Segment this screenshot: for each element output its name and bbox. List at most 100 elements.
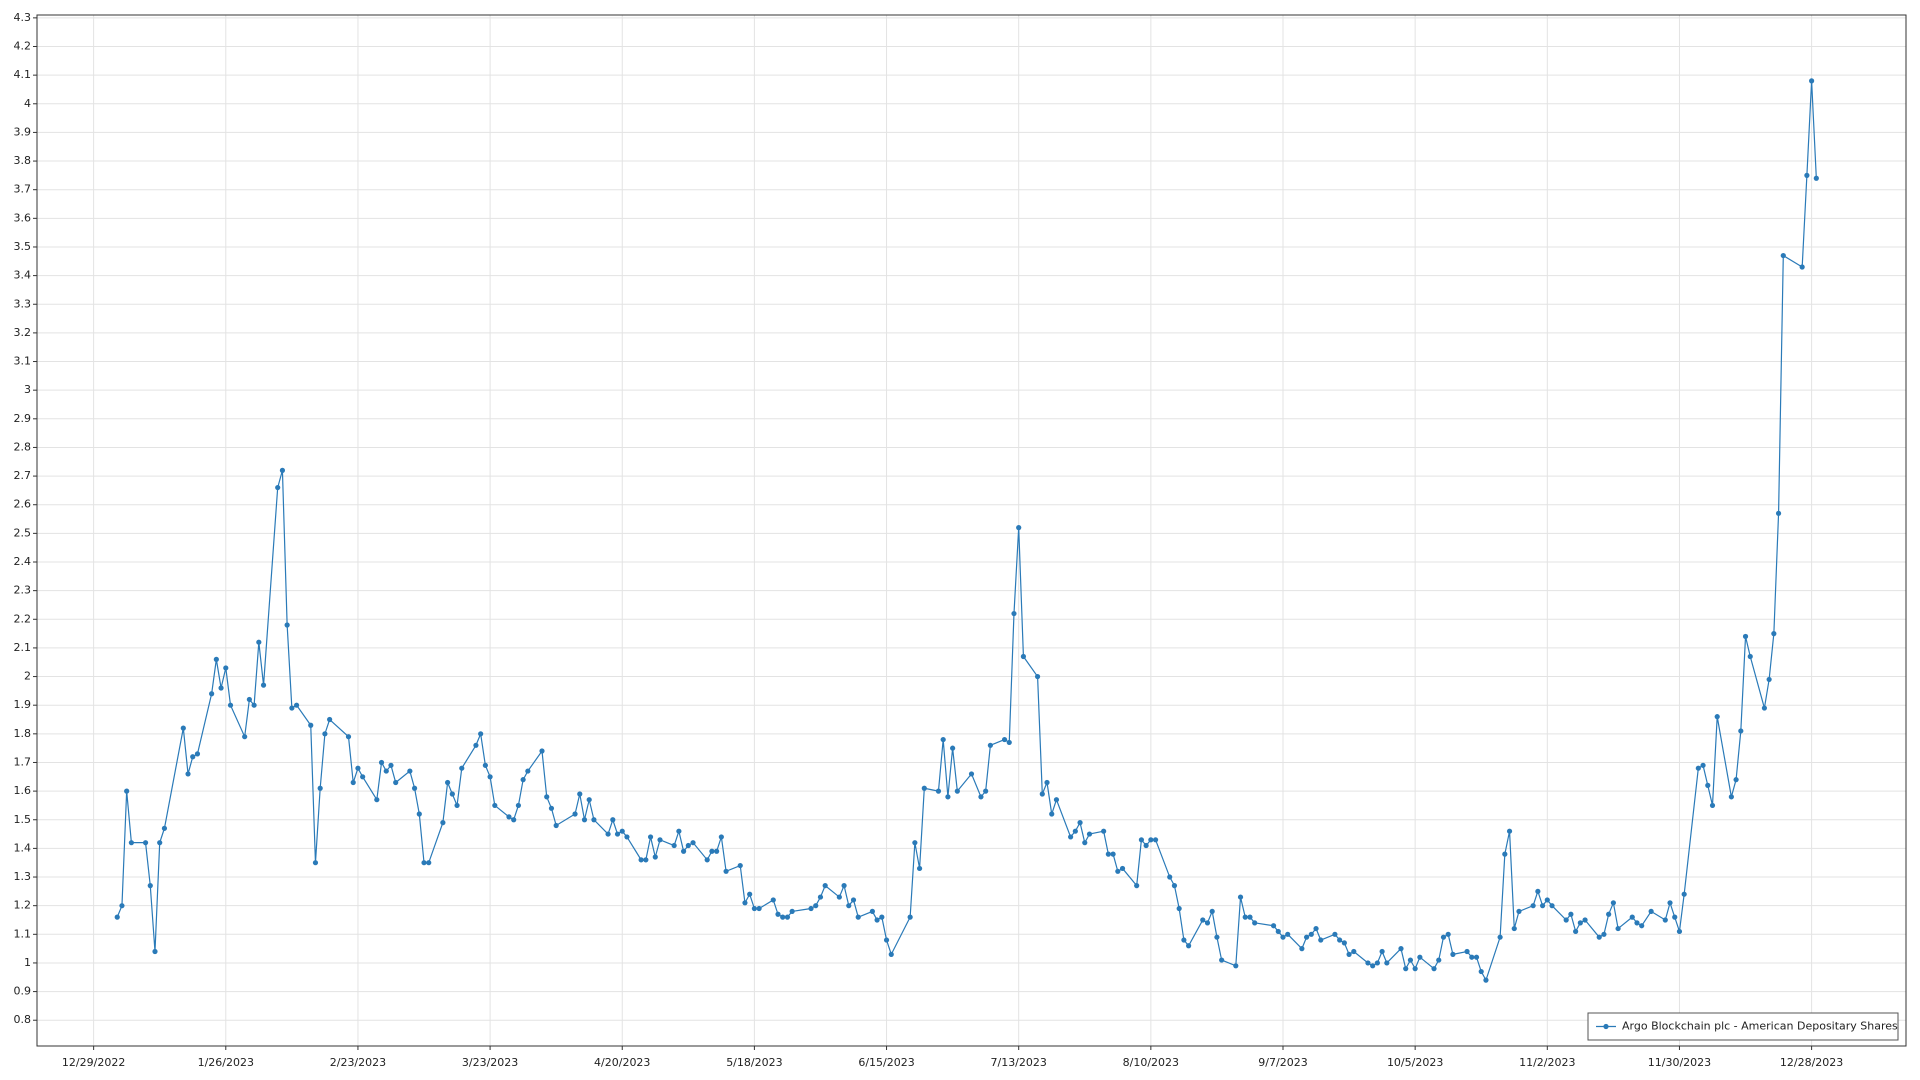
data-point bbox=[1020, 653, 1027, 660]
data-point bbox=[223, 665, 229, 671]
data-point bbox=[1001, 736, 1008, 743]
data-point bbox=[147, 883, 153, 889]
data-point bbox=[879, 914, 885, 920]
y-tick-label: 4.3 bbox=[14, 11, 32, 24]
y-tick-label: 2.1 bbox=[14, 641, 32, 654]
data-point bbox=[289, 705, 295, 711]
y-tick-label: 2.5 bbox=[14, 526, 32, 539]
data-point bbox=[242, 734, 248, 740]
y-tick-label: 2.8 bbox=[14, 440, 32, 453]
data-point bbox=[374, 797, 380, 803]
data-point bbox=[345, 734, 352, 740]
data-point bbox=[1634, 920, 1640, 926]
data-point bbox=[1303, 934, 1310, 940]
data-point bbox=[1379, 948, 1385, 955]
data-point bbox=[1596, 934, 1602, 940]
data-point bbox=[1511, 925, 1517, 932]
data-point bbox=[1639, 923, 1645, 929]
data-point bbox=[142, 840, 149, 846]
x-tick-label: 10/5/2023 bbox=[1387, 1056, 1443, 1069]
y-tick-label: 4 bbox=[24, 97, 31, 110]
y-tick-label: 3 bbox=[24, 383, 31, 396]
data-point bbox=[1398, 946, 1404, 952]
y-tick-label: 3.4 bbox=[14, 269, 32, 282]
data-point bbox=[1445, 931, 1451, 937]
data-point bbox=[968, 771, 975, 777]
data-point bbox=[322, 731, 328, 737]
data-point bbox=[1186, 943, 1192, 949]
y-tick-label: 1.4 bbox=[14, 841, 32, 854]
data-point bbox=[643, 857, 649, 863]
y-tick-label: 3.6 bbox=[14, 211, 32, 224]
data-point bbox=[1804, 172, 1810, 178]
x-tick-label: 5/18/2023 bbox=[726, 1056, 782, 1069]
data-point bbox=[841, 883, 847, 889]
data-point bbox=[511, 817, 517, 823]
data-point bbox=[883, 937, 890, 943]
data-point bbox=[1209, 908, 1215, 914]
data-point bbox=[1799, 264, 1805, 270]
data-point bbox=[1275, 928, 1281, 935]
data-point bbox=[1506, 828, 1513, 834]
data-point bbox=[1742, 633, 1749, 640]
legend-label: Argo Blockchain plc - American Depositar… bbox=[1622, 1020, 1898, 1033]
data-point bbox=[652, 854, 658, 860]
data-point bbox=[1606, 911, 1612, 917]
legend: Argo Blockchain plc - American Depositar… bbox=[1587, 1012, 1899, 1041]
data-point bbox=[680, 848, 687, 854]
data-point bbox=[1601, 931, 1607, 937]
data-point bbox=[1365, 960, 1371, 966]
y-tick-label: 2.6 bbox=[14, 498, 32, 511]
data-point bbox=[1662, 917, 1668, 923]
data-point bbox=[128, 840, 134, 846]
y-tick-label: 1.1 bbox=[14, 927, 32, 940]
data-point bbox=[482, 762, 488, 768]
data-point bbox=[312, 860, 319, 866]
data-point bbox=[1171, 883, 1178, 889]
data-point bbox=[1403, 966, 1409, 972]
data-point bbox=[114, 914, 120, 920]
data-point bbox=[775, 911, 781, 917]
data-point bbox=[1681, 891, 1687, 897]
data-point bbox=[619, 828, 625, 834]
data-point bbox=[756, 905, 762, 912]
data-point bbox=[388, 762, 394, 768]
data-point bbox=[1214, 934, 1220, 940]
data-point bbox=[1771, 631, 1777, 637]
data-point bbox=[869, 908, 875, 914]
data-point bbox=[1809, 78, 1815, 84]
data-point bbox=[1747, 653, 1753, 660]
data-point bbox=[888, 951, 894, 957]
data-point bbox=[1738, 728, 1744, 734]
data-point bbox=[1072, 828, 1078, 834]
data-point bbox=[1082, 840, 1088, 846]
data-point bbox=[317, 785, 323, 791]
data-point bbox=[421, 860, 427, 866]
data-point bbox=[1478, 968, 1484, 975]
data-point bbox=[1039, 791, 1045, 797]
data-point bbox=[624, 834, 630, 840]
data-point bbox=[275, 484, 281, 491]
x-tick-label: 1/26/2023 bbox=[198, 1056, 254, 1069]
data-point bbox=[416, 811, 422, 817]
data-point bbox=[647, 834, 654, 840]
x-tick-label: 9/7/2023 bbox=[1258, 1056, 1307, 1069]
data-point bbox=[350, 779, 356, 786]
data-point bbox=[671, 842, 677, 849]
x-tick-label: 11/2/2023 bbox=[1519, 1056, 1575, 1069]
data-point bbox=[591, 817, 597, 823]
data-point bbox=[704, 857, 710, 863]
y-tick-label: 3.1 bbox=[14, 355, 32, 368]
data-point bbox=[685, 842, 691, 849]
data-point bbox=[454, 802, 460, 809]
data-point bbox=[954, 788, 960, 794]
x-tick-label: 7/13/2023 bbox=[990, 1056, 1046, 1069]
data-point bbox=[1351, 948, 1357, 955]
data-point bbox=[553, 822, 559, 829]
data-point bbox=[1417, 954, 1423, 960]
data-point bbox=[260, 682, 267, 688]
data-point bbox=[907, 914, 913, 920]
y-tick-label: 1.9 bbox=[14, 698, 32, 711]
data-point bbox=[1115, 868, 1121, 874]
data-point bbox=[440, 820, 446, 826]
